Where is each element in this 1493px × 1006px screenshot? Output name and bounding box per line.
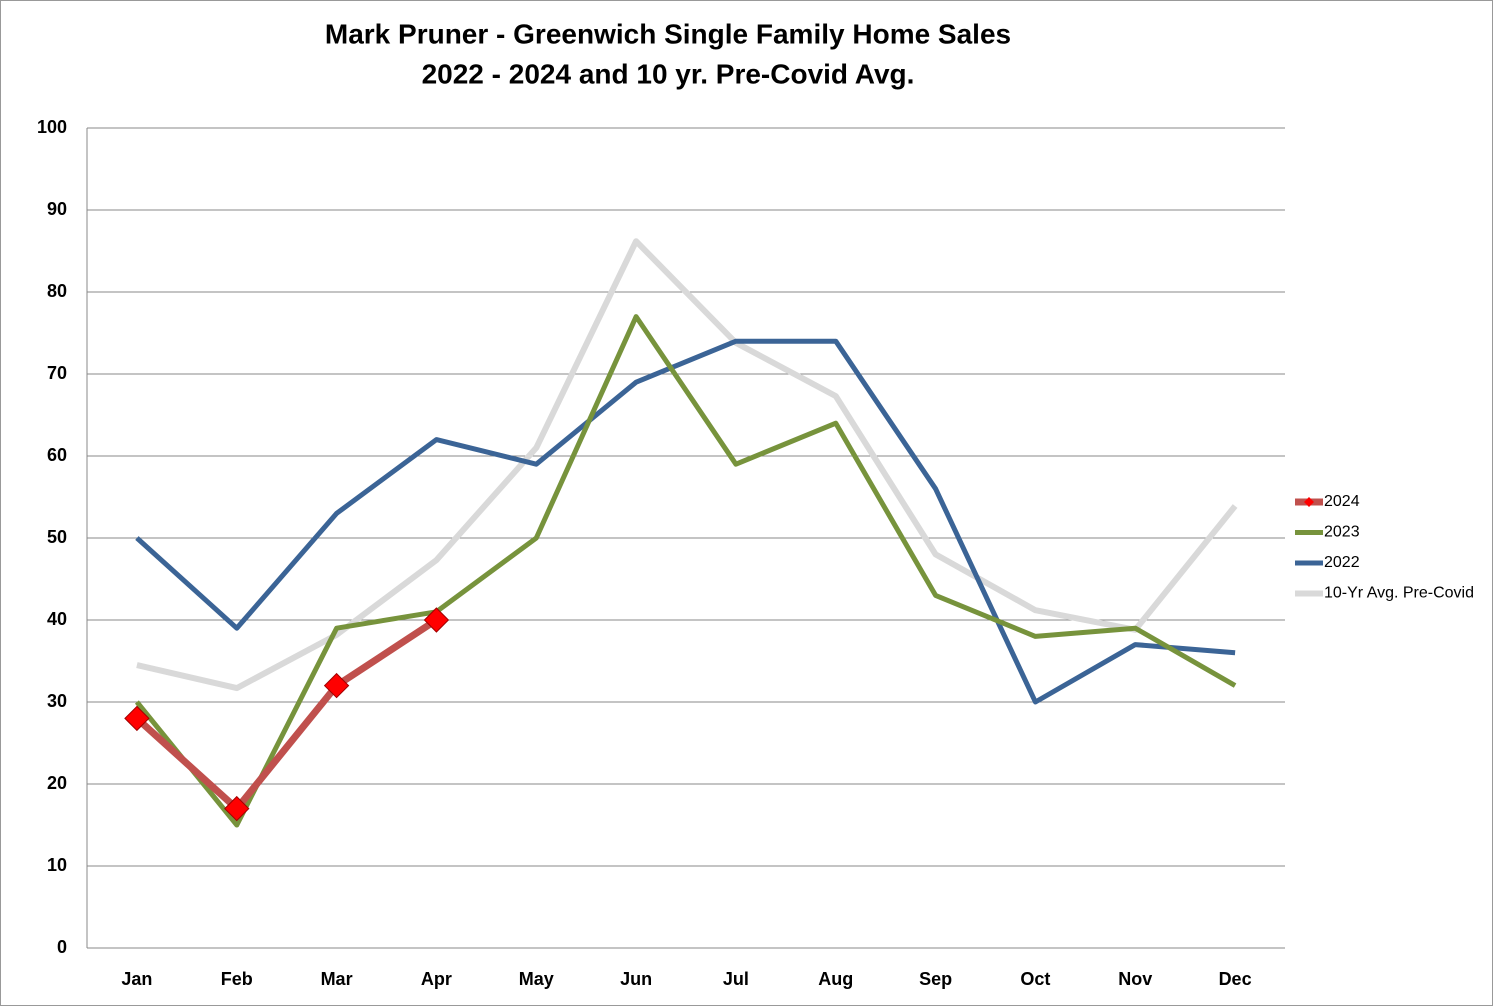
legend-label: 2022 [1324,554,1360,571]
x-tick-label: Aug [818,969,853,989]
data-point [423,607,450,633]
data-point [224,795,250,822]
y-tick-label: 100 [37,117,67,137]
y-tick-label: 0 [57,937,67,957]
x-tick-label: Jun [620,969,652,989]
y-tick-label: 10 [47,855,67,875]
x-tick-label: Oct [1020,969,1050,989]
y-tick-label: 50 [47,527,67,547]
chart-subtitle: 2022 - 2024 and 10 yr. Pre-Covid Avg. [422,58,915,89]
x-tick-label: Dec [1219,969,1252,989]
x-tick-label: Feb [221,969,253,989]
series-line [136,238,1238,692]
legend-label: 2023 [1324,524,1360,541]
y-tick-label: 70 [47,363,67,383]
x-tick-label: Jan [121,969,152,989]
x-tick-label: May [519,969,554,989]
x-tick-label: Apr [421,969,452,989]
series-line [134,617,439,813]
y-tick-label: 60 [47,445,67,465]
y-tick-label: 30 [47,691,67,711]
legend-label: 10-Yr Avg. Pre-Covid [1324,585,1474,602]
y-tick-label: 80 [47,281,67,301]
data-point [124,705,150,732]
data-point [323,672,350,699]
legend-marker [1304,497,1314,507]
legend-label: 2024 [1324,493,1360,510]
series-line [134,314,1237,828]
x-tick-label: Jul [723,969,749,989]
y-tick-label: 20 [47,773,67,793]
series-line [135,338,1236,705]
chart-title: Mark Pruner - Greenwich Single Family Ho… [325,18,1011,49]
x-tick-label: Nov [1118,969,1152,989]
x-tick-label: Sep [919,969,952,989]
x-tick-label: Mar [321,969,353,989]
y-tick-label: 90 [47,199,67,219]
y-tick-label: 40 [47,609,67,629]
